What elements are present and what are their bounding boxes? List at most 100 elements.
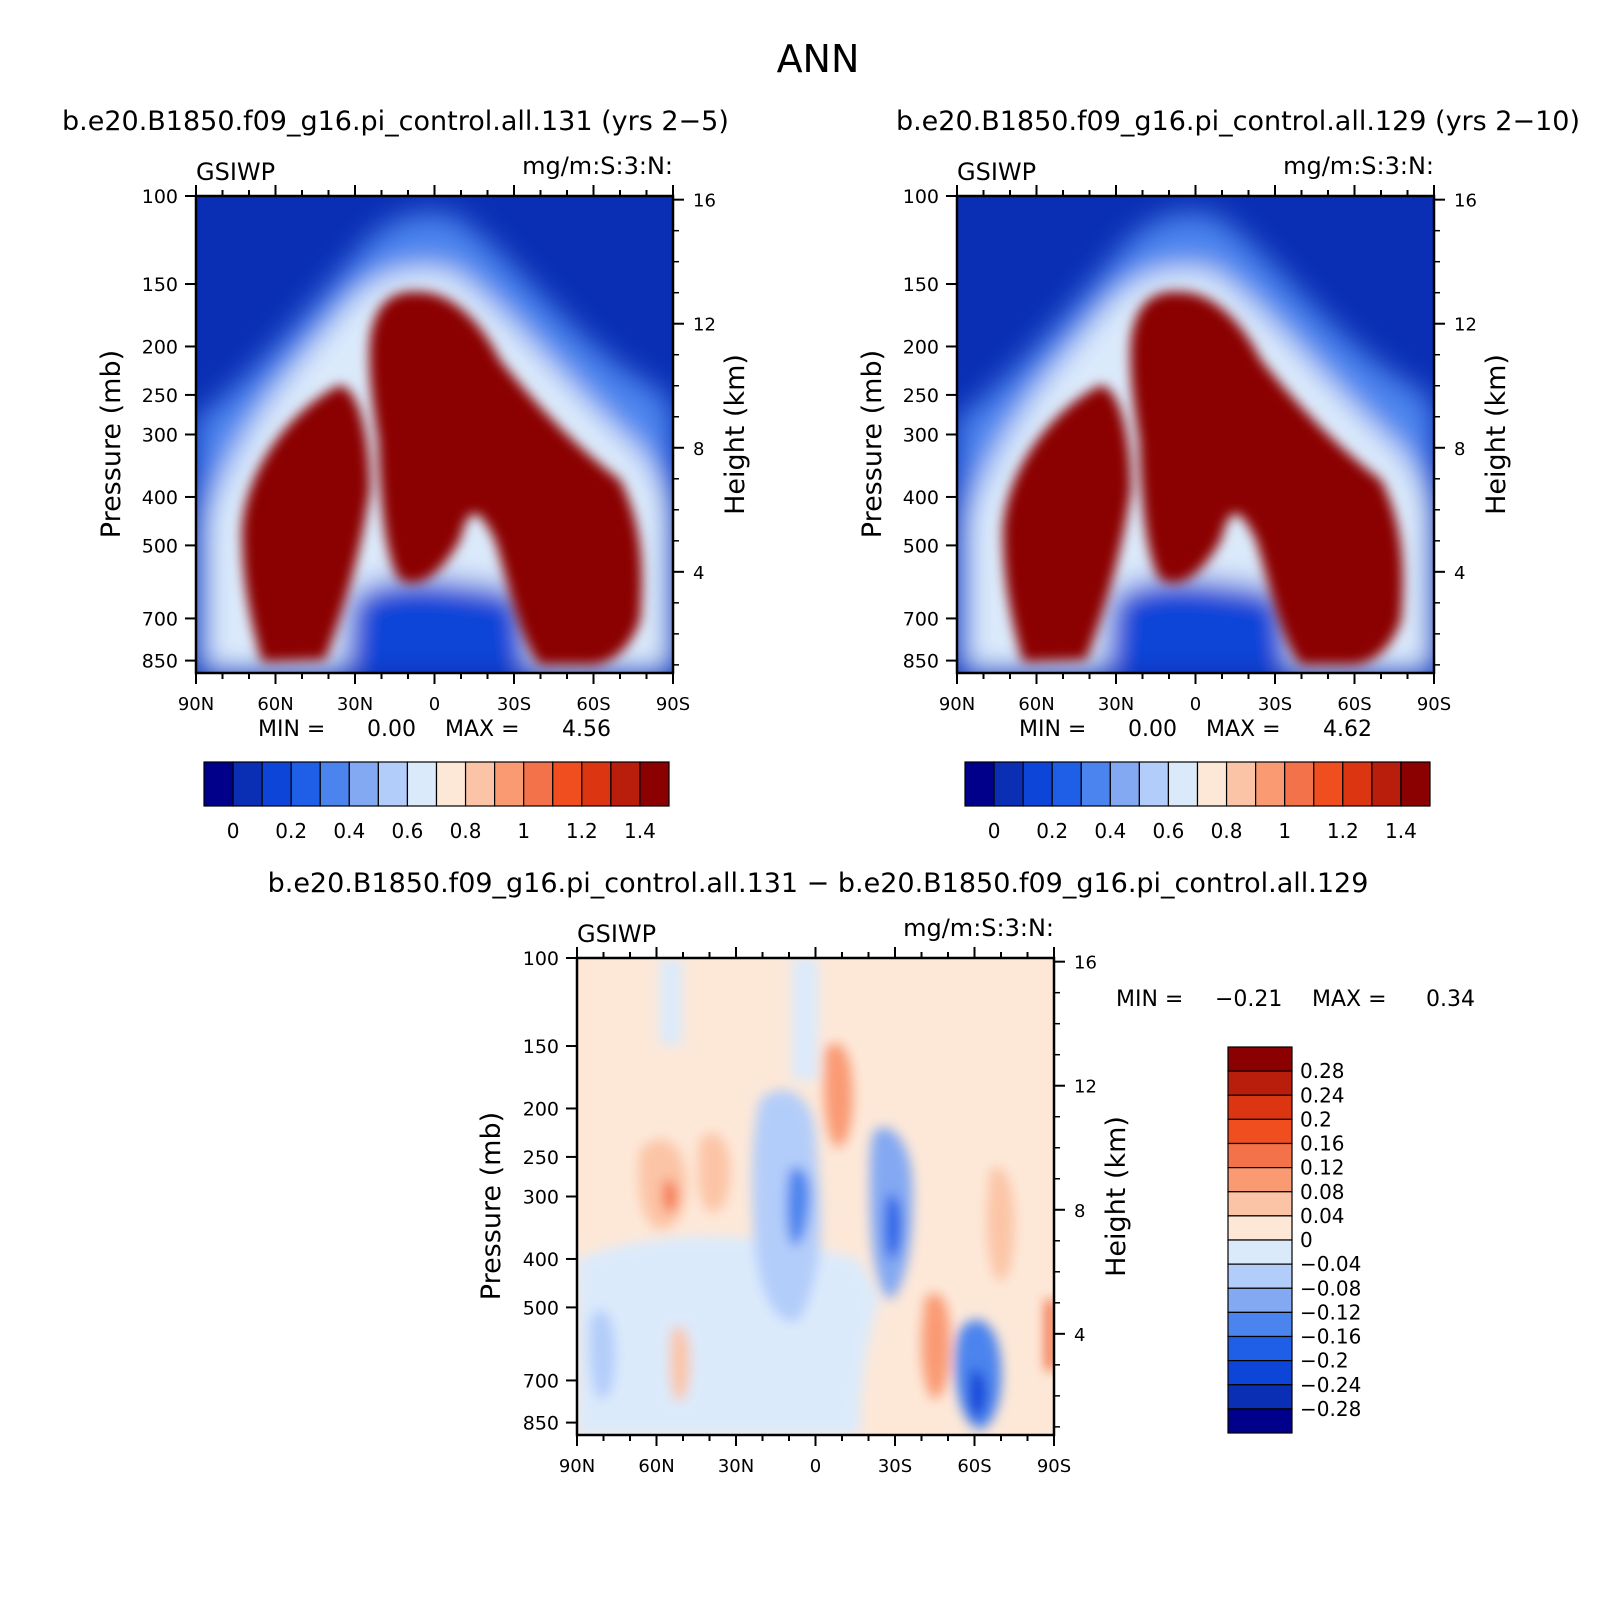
axes-panel-0: 90N 60N 30N 0 30S 60S 90S 100 150 200 250 300 400 500… [96, 185, 751, 715]
axes-panel-2: 90N 60N 30N 0 30S 60S 90S 100 150 200 250 300 400 500… [476, 947, 1132, 1477]
colorbar-swatch [581, 761, 612, 807]
colorbar-label: 0.24 [1300, 1083, 1345, 1107]
colorbar-swatch [1227, 1094, 1293, 1120]
field-nh-maximum [242, 385, 370, 662]
field-blend [577, 958, 1054, 1435]
y-tick-label: 850 [142, 651, 178, 673]
colorbar-swatch [319, 761, 350, 807]
field-pos-45s [921, 1293, 951, 1400]
contour-field [957, 196, 1434, 673]
colorbar-label: 0.2 [1300, 1107, 1332, 1131]
figure-title: ANN [777, 37, 860, 81]
field-pos-45n [698, 1133, 731, 1213]
x-tick-label: 30S [878, 1456, 912, 1477]
max-label: MAX = [1206, 717, 1281, 742]
y2-tick-label: 12 [1454, 315, 1477, 336]
colorbar-swatch [494, 761, 525, 807]
colorbar-swatch [552, 761, 583, 807]
y-axis-title: Pressure (mb) [96, 350, 127, 538]
y-axis-title: Pressure (mb) [857, 350, 888, 538]
max-value: 4.56 [562, 717, 611, 742]
field-maxima [242, 291, 642, 665]
units-label: mg/m:S:3:N: [1283, 152, 1434, 180]
field-neg-strat-strip [792, 958, 818, 1080]
axes-panel-1: 90N 60N 30N 0 30S 60S 90S 100 150 200 250 300 400 500… [857, 185, 1512, 715]
y2-tick-label: 8 [1454, 439, 1465, 460]
x-tick-label: 30N [718, 1456, 754, 1477]
x-tick-label: 60N [1018, 694, 1054, 715]
y-tick-label: 400 [142, 487, 178, 509]
y-tick-label: 700 [523, 1370, 559, 1392]
field-neg-nh-lowlevel [589, 1309, 616, 1400]
x-tick-label: 60S [957, 1456, 991, 1477]
contour-field [196, 196, 673, 673]
colorbar-swatch [1342, 761, 1373, 807]
colorbar-swatch [1167, 761, 1199, 807]
colorbar-label: 0.2 [1036, 819, 1068, 843]
field-tropical-low-blue [1106, 578, 1291, 673]
field-neg-highlat [660, 958, 682, 1045]
field-tropical-maximum [369, 291, 642, 665]
min-label: MIN = [1019, 717, 1086, 742]
y2-tick-label: 4 [1454, 563, 1465, 584]
field-pos-75s [986, 1166, 1015, 1282]
colorbar-label: −0.16 [1300, 1325, 1361, 1349]
y-tick-label: 250 [523, 1147, 559, 1169]
max-value: 4.62 [1323, 717, 1372, 742]
colorbar-label: 0.6 [1153, 819, 1185, 843]
colorbar-label: 0.4 [1094, 819, 1126, 843]
colorbar-swatch [1022, 761, 1053, 807]
colorbar-label: −0.28 [1300, 1397, 1361, 1421]
field-neg-tropics-core [786, 1166, 811, 1246]
x-tick-label: 30S [497, 694, 531, 715]
colorbar-label: −0.04 [1300, 1252, 1361, 1276]
y-tick-label: 150 [903, 274, 939, 296]
colorbar-swatch [290, 761, 321, 807]
field-tropical-maximum [1130, 291, 1403, 665]
field-pos-10s [824, 1043, 853, 1148]
y-tick-label: 300 [142, 425, 178, 447]
panel-run-131: b.e20.B1850.f09_g16.pi_control.all.131 (… [62, 106, 729, 742]
colorbar-label: 0.28 [1300, 1059, 1345, 1083]
colorbar-label: −0.24 [1300, 1373, 1361, 1397]
y-tick-label: 850 [903, 651, 939, 673]
colorbar-swatch [348, 761, 379, 807]
colorbar-label: 0 [988, 819, 1001, 843]
y2-axis-title: Height (km) [720, 354, 751, 515]
colorbar-swatch [993, 761, 1024, 807]
colorbar-swatch [406, 761, 438, 807]
y-tick-label: 700 [903, 608, 939, 630]
field-neg-30s-core [885, 1194, 902, 1259]
contour-field [577, 958, 1054, 1435]
field-pos-edge [1046, 1300, 1054, 1370]
colorbar-swatch [1109, 761, 1140, 807]
colorbar-swatch [1196, 761, 1228, 807]
y-tick-label: 150 [142, 274, 178, 296]
colorbar-label: 1.4 [624, 819, 656, 843]
max-label: MAX = [1312, 987, 1387, 1012]
x-tick-label: 90S [1417, 694, 1451, 715]
y2-tick-label: 8 [693, 439, 704, 460]
colorbar-swatch [1227, 1215, 1293, 1241]
min-value: −0.21 [1215, 987, 1282, 1012]
colorbar-label: 0.8 [1211, 819, 1243, 843]
y-tick-label: 200 [142, 336, 178, 358]
y2-tick-label: 12 [693, 315, 716, 336]
y-tick-label: 500 [142, 535, 178, 557]
min-label: MIN = [1116, 987, 1183, 1012]
colorbar-swatch [1313, 761, 1344, 807]
x-tick-label: 0 [429, 694, 440, 715]
colorbar-swatch [639, 761, 670, 807]
colorbar-swatch [1138, 761, 1170, 807]
y-tick-label: 250 [142, 385, 178, 407]
colorbar-swatch [1227, 1335, 1293, 1362]
field-neg-lowlevel [577, 1236, 880, 1435]
colorbar-swatch [1051, 761, 1082, 807]
colorbar-swatch [1227, 1360, 1293, 1386]
colorbar-label: 0.6 [392, 819, 424, 843]
y-tick-label: 250 [903, 385, 939, 407]
colorbar-label: 0.2 [275, 819, 307, 843]
y-tick-label: 500 [523, 1297, 559, 1319]
panel-title: b.e20.B1850.f09_g16.pi_control.all.131 −… [268, 868, 1369, 899]
